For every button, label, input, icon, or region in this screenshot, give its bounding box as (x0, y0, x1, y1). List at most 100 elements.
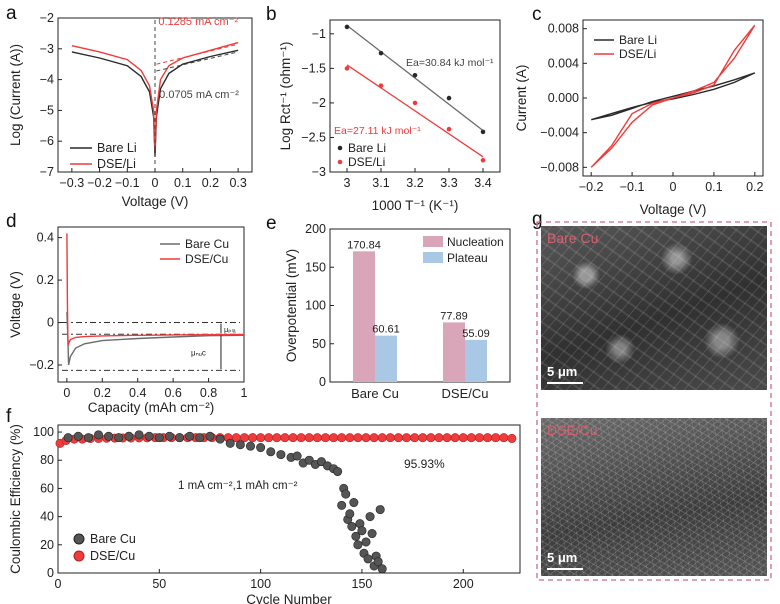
sem-label-dse-cu: DSE/Cu (547, 422, 598, 438)
scale-bar-top (547, 382, 583, 384)
legend-label-bare-li: Bare Li (619, 33, 657, 47)
tafel-fit-black (156, 51, 239, 72)
panel-letter: d (6, 211, 17, 232)
ce-point-dse-cu (256, 433, 266, 443)
ce-point-bare-cu (341, 489, 351, 499)
panel-letter: c (532, 4, 542, 25)
x-tick-label: 50 (152, 577, 166, 591)
ce-point-dse-cu (385, 433, 395, 443)
x-tick-label: 0.1 (174, 176, 191, 190)
legend-label-dse-cu: DSE/Cu (185, 252, 228, 266)
ce-point-bare-cu (144, 431, 154, 441)
legend-label-dse-li: DSE/Li (619, 47, 656, 61)
ce-point-bare-cu (104, 431, 114, 441)
x-tick-label: 150 (352, 577, 373, 591)
y-axis-label: Current (A) (514, 65, 529, 132)
x-tick-label: 3.2 (406, 176, 423, 190)
panel-f: f 0 20 40 60 80 100 0 50 100 150 200 1 mA cm⁻²,1 mAh… (6, 406, 521, 604)
panel-b: b −3 −2.5 −2 −1.5 −1 3 3.1 3.2 3.3 3.4 Ea=30.84 kJ … (266, 4, 501, 213)
y-tick-label: −4 (40, 73, 54, 87)
ce-point-bare-cu (316, 457, 326, 467)
ce-point-bare-cu (154, 433, 164, 443)
ce-point-dse-cu (264, 433, 274, 443)
x-tick-label: 3.3 (440, 176, 457, 190)
arrhenius-point-dse-li (480, 157, 486, 163)
ce-point-dse-cu (288, 433, 298, 443)
plot-frame (57, 424, 521, 574)
legend-swatch-plateau (423, 252, 443, 263)
ce-point-bare-cu (373, 557, 383, 567)
arrhenius-point-bare-li (412, 72, 418, 78)
legend-label-bare-li: Bare Li (348, 141, 386, 155)
annotation-ea-bare-li: Ea=30.84 kJ mol⁻¹ (406, 57, 494, 69)
arrhenius-point-bare-li (480, 129, 486, 135)
x-category-label: DSE/Cu (442, 386, 489, 401)
ce-point-dse-cu (337, 433, 347, 443)
y-tick-label: −3 (312, 165, 326, 179)
legend-label-plateau: Plateau (447, 251, 488, 265)
ce-point-dse-cu (329, 433, 339, 443)
arrhenius-point-dse-li (344, 66, 350, 71)
arrhenius-fit-dse-li (346, 64, 484, 158)
tafel-fit-red (156, 43, 239, 65)
x-tick-label: −0.2 (579, 180, 604, 194)
arrhenius-point-bare-li (344, 24, 350, 30)
ce-point-dse-cu (272, 433, 282, 443)
ce-point-bare-cu (134, 430, 144, 440)
y-axis-label: Voltage (V) (8, 271, 23, 338)
ce-point-bare-cu (375, 505, 385, 515)
x-tick-label: 3.1 (372, 176, 389, 190)
ce-point-bare-cu (246, 441, 256, 451)
x-tick-label: −0.1 (115, 176, 140, 190)
bar-value-label: 55.09 (462, 328, 490, 340)
x-tick-label: 0.6 (164, 386, 181, 400)
ce-point-bare-cu (73, 431, 83, 441)
ce-point-dse-cu (450, 433, 460, 443)
y-tick-label: 0 (47, 566, 54, 580)
bar-nucleation-dse-cu (443, 322, 465, 382)
ce-point-bare-cu (333, 467, 343, 477)
y-axis-label: Coulombic Efficiency (%) (8, 424, 23, 574)
x-tick-label: 0.4 (129, 386, 146, 400)
x-tick-label: 0 (63, 386, 70, 400)
ce-point-bare-cu (256, 443, 266, 453)
bar-value-label: 77.89 (440, 310, 468, 322)
y-tick-label: −0.008 (540, 160, 579, 174)
y-tick-label: 20 (40, 538, 54, 552)
ce-point-dse-cu (458, 433, 468, 443)
panel-e: e 0 50 100 150 200 170.84 60.61 Bare Cu 77.89 55.0… (266, 213, 511, 401)
y-tick-label: 60 (40, 481, 54, 495)
y-tick-label: 40 (40, 510, 54, 524)
panel-letter: a (6, 3, 17, 24)
ce-point-bare-cu (377, 564, 387, 574)
y-tick-label: −5 (40, 103, 54, 117)
ce-point-dse-cu (507, 433, 517, 443)
annotation-red: 0.1285 mA cm⁻² (158, 16, 238, 28)
ce-point-bare-cu (114, 433, 124, 443)
ce-point-bare-cu (367, 529, 377, 539)
ce-point-bare-cu (94, 430, 104, 440)
arrhenius-point-bare-li (378, 50, 384, 56)
arrhenius-point-bare-li (446, 95, 452, 101)
ce-point-dse-cu (353, 433, 363, 443)
ce-point-dse-cu (483, 433, 493, 443)
y-tick-label: −3 (40, 42, 54, 56)
ce-point-dse-cu (296, 433, 306, 443)
legend-marker-bare-cu (73, 533, 85, 545)
x-tick-label: 0 (670, 180, 677, 194)
ce-point-dse-cu (369, 433, 379, 443)
annotation-black: 0.0705 mA cm⁻² (159, 89, 239, 101)
legend-marker-bare-li (337, 145, 343, 151)
ce-point-bare-cu (365, 512, 375, 522)
voltage-curve-bare-cu (66, 311, 245, 366)
y-axis-label: Overpotential (mV) (284, 249, 299, 362)
ce-point-dse-cu (402, 433, 412, 443)
y-tick-label: 0.4 (37, 231, 54, 245)
ce-point-dse-cu (393, 433, 403, 443)
y-tick-label: 50 (312, 337, 326, 351)
bar-plateau-dse-cu (465, 339, 487, 382)
y-tick-label: 0 (47, 316, 54, 330)
ce-point-bare-cu (351, 531, 361, 541)
ce-point-dse-cu (442, 433, 452, 443)
y-tick-label: 100 (305, 299, 326, 313)
